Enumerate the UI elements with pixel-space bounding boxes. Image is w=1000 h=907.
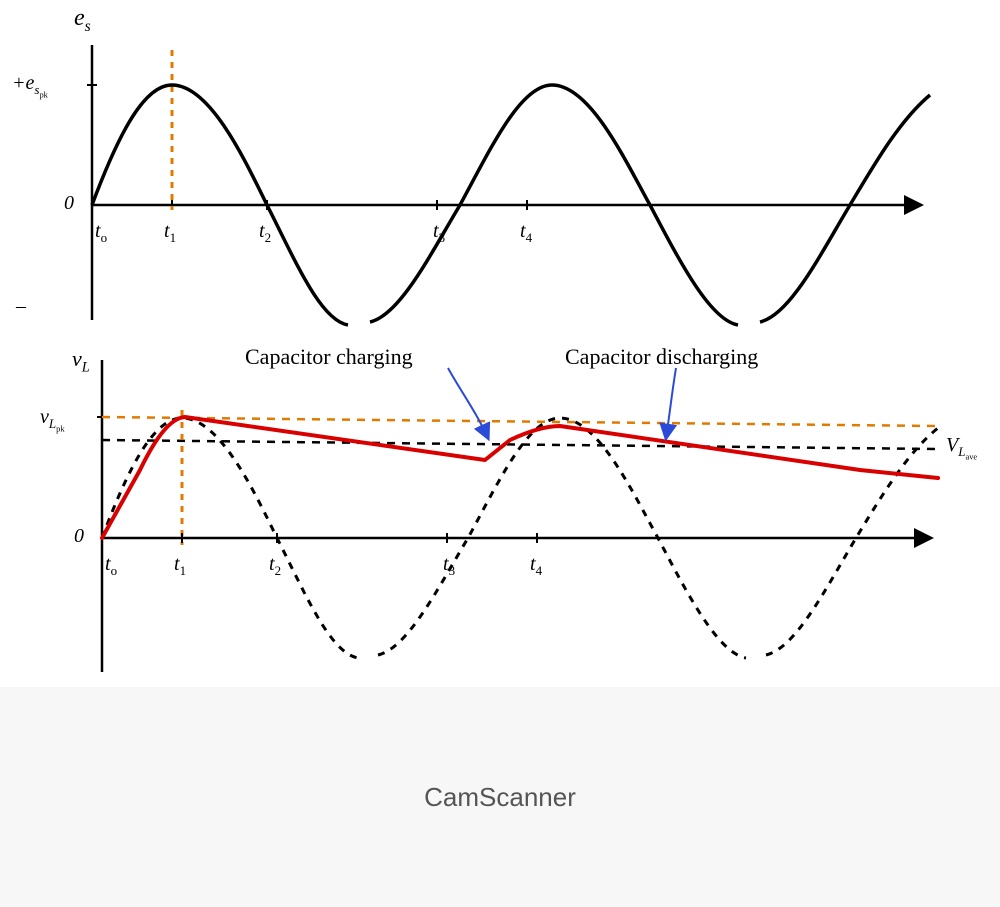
bottom-y-label: vL xyxy=(72,346,90,376)
bottom-peak-label: vLpk xyxy=(40,406,65,434)
bot-tick-t3: t3 xyxy=(443,553,455,579)
caption-charging: Capacitor charging xyxy=(245,344,413,370)
bot-tick-t1: t1 xyxy=(174,553,186,579)
top-minus: – xyxy=(16,295,26,318)
top-tick-t2: t2 xyxy=(259,220,271,246)
top-tick-t4: t4 xyxy=(520,220,532,246)
top-y-label: es xyxy=(74,5,91,36)
top-tick-t3: t3 xyxy=(433,220,445,246)
bot-tick-t0: to xyxy=(105,553,117,579)
vlave-label: VLave xyxy=(946,434,977,462)
footer-watermark: CamScanner xyxy=(0,687,1000,907)
top-peak-label: +espk xyxy=(12,72,48,100)
top-tick-t1: t1 xyxy=(164,220,176,246)
top-tick-t0: to xyxy=(95,220,107,246)
footer-text: CamScanner xyxy=(424,782,576,813)
bottom-zero-label: 0 xyxy=(74,525,84,548)
bot-tick-t2: t2 xyxy=(269,553,281,579)
bot-tick-t4: t4 xyxy=(530,553,542,579)
diagram-canvas: { "global": { "background_color": "#ffff… xyxy=(0,0,1000,907)
top-graph xyxy=(0,0,1000,340)
caption-discharging: Capacitor discharging xyxy=(565,344,758,370)
top-zero-label: 0 xyxy=(64,192,74,215)
bottom-graph xyxy=(0,320,1000,690)
